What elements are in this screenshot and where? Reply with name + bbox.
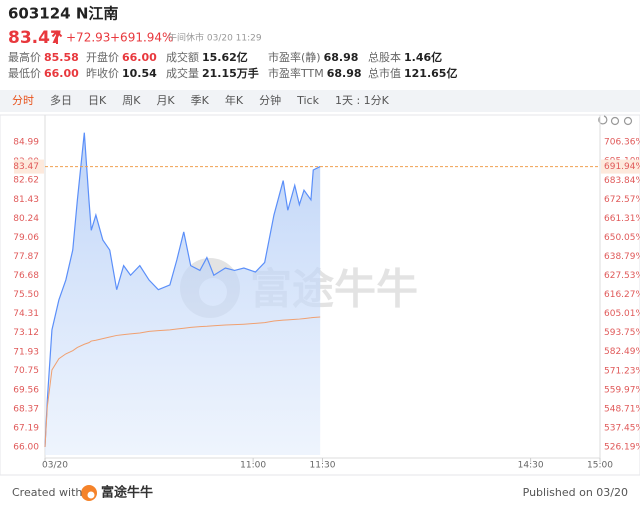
y2-tick-label: 683.84% bbox=[604, 176, 640, 186]
stat-value: 21.15万手 bbox=[202, 66, 259, 80]
price: 83.47 bbox=[8, 28, 62, 48]
y2-tick-label: 661.31% bbox=[604, 214, 640, 224]
tab[interactable]: Tick bbox=[296, 94, 319, 107]
avg-line bbox=[44, 316, 321, 448]
change: +72.93 bbox=[66, 31, 110, 45]
x-tick-label: 14:30 bbox=[518, 461, 544, 471]
zoom-out-icon[interactable] bbox=[610, 116, 620, 126]
y2-tick-label: 559.97% bbox=[604, 385, 640, 395]
y-tick-label: 79.06 bbox=[13, 233, 39, 243]
y-tick-label: 77.87 bbox=[13, 252, 39, 262]
y2-tick-label: 537.45% bbox=[604, 423, 640, 433]
zoom-in-icon[interactable] bbox=[623, 116, 633, 126]
stat-label: 最低价 bbox=[8, 67, 41, 80]
stat-value: 15.62亿 bbox=[202, 50, 248, 64]
stat-value: 66.00 bbox=[44, 67, 79, 80]
stat-value: 121.65亿 bbox=[404, 66, 457, 80]
reference-pct-label: 691.94% bbox=[604, 162, 640, 172]
tab[interactable]: 月K bbox=[156, 94, 175, 107]
y2-tick-label: 526.19% bbox=[604, 442, 640, 452]
y-tick-label: 82.62 bbox=[13, 176, 39, 186]
y2-tick-label: 616.27% bbox=[604, 290, 640, 300]
tab[interactable]: 周K bbox=[122, 94, 141, 107]
y2-tick-label: 650.05% bbox=[604, 233, 640, 243]
y-tick-label: 75.50 bbox=[13, 290, 39, 300]
stat-label: 市盈率TTM bbox=[268, 66, 324, 80]
status: 午间休市 03/20 11:29 bbox=[168, 32, 262, 44]
y2-tick-label: 672.57% bbox=[604, 195, 640, 205]
reset-icon[interactable] bbox=[598, 115, 608, 125]
stat-label: 成交量 bbox=[166, 66, 199, 80]
footer-created: Created with bbox=[12, 486, 82, 499]
y-tick-label: 73.12 bbox=[13, 328, 39, 338]
footer-brand: 富途牛牛 bbox=[101, 485, 153, 501]
stat-label: 总市值 bbox=[368, 66, 401, 80]
stat-label: 成交额 bbox=[166, 50, 199, 64]
y2-tick-label: 548.71% bbox=[604, 404, 640, 414]
stat-label: 最高价 bbox=[8, 50, 41, 64]
y2-tick-label: 582.49% bbox=[604, 347, 640, 357]
tab[interactable]: 日K bbox=[88, 94, 107, 107]
toolbar-icons bbox=[598, 115, 633, 126]
x-tick-label: 11:00 bbox=[240, 461, 266, 471]
x-tick-label: 15:00 bbox=[587, 461, 613, 471]
stat-value: 10.54 bbox=[122, 67, 157, 80]
tab[interactable]: 季K bbox=[191, 94, 210, 107]
y2-tick-label: 706.36% bbox=[604, 138, 640, 148]
reference-label: 83.47 bbox=[13, 162, 39, 172]
stat-label: 开盘价 bbox=[86, 50, 119, 64]
y2-tick-label: 571.23% bbox=[604, 366, 640, 376]
tab[interactable]: 分钟 bbox=[259, 93, 281, 107]
stock-code: 603124 N江南 bbox=[8, 5, 118, 23]
tab[interactable]: 年K bbox=[225, 93, 244, 107]
y-tick-label: 68.37 bbox=[13, 404, 39, 414]
x-tick-label: 11:30 bbox=[310, 461, 336, 471]
y2-tick-label: 605.01% bbox=[604, 309, 640, 319]
y-tick-label: 76.68 bbox=[13, 271, 39, 281]
stat-label: 昨收价 bbox=[86, 66, 119, 80]
stat-label: 总股本 bbox=[368, 50, 401, 64]
y-tick-label: 74.31 bbox=[13, 309, 39, 319]
footer-published: Published on 03/20 bbox=[523, 486, 628, 499]
y-tick-label: 81.43 bbox=[13, 195, 39, 205]
footer-logo bbox=[81, 485, 97, 501]
y2-tick-label: 627.53% bbox=[604, 271, 640, 281]
stat-value: 1.46亿 bbox=[404, 50, 442, 64]
x-tick-label: 03/20 bbox=[42, 461, 68, 471]
y-tick-label: 71.93 bbox=[13, 347, 39, 357]
y-tick-label: 80.24 bbox=[13, 214, 39, 224]
y-tick-label: 67.19 bbox=[13, 423, 39, 433]
y2-tick-label: 638.79% bbox=[604, 252, 640, 262]
reference-box bbox=[14, 159, 44, 174]
tab[interactable]: 多日 bbox=[50, 93, 72, 107]
y2-tick-label: 593.75% bbox=[604, 328, 640, 338]
tab[interactable]: 1天 : 1分K bbox=[335, 94, 390, 107]
stat-value: 68.98 bbox=[327, 67, 362, 80]
stat-value: 66.00 bbox=[122, 51, 157, 64]
change-pct: +691.94% bbox=[110, 31, 173, 45]
price-area bbox=[45, 132, 321, 455]
y-tick-label: 84.99 bbox=[13, 138, 39, 148]
y-tick-label: 70.75 bbox=[13, 366, 39, 376]
reference-box bbox=[601, 159, 640, 174]
stat-label: 市盈率(静) bbox=[268, 50, 321, 64]
up-arrow bbox=[51, 30, 63, 44]
y-tick-label: 66.00 bbox=[13, 442, 39, 452]
tab-bar bbox=[0, 90, 640, 112]
stat-value: 68.98 bbox=[324, 51, 359, 64]
y-tick-label: 69.56 bbox=[13, 385, 39, 395]
stat-value: 85.58 bbox=[44, 51, 79, 64]
tab[interactable]: 分时 bbox=[12, 94, 34, 107]
